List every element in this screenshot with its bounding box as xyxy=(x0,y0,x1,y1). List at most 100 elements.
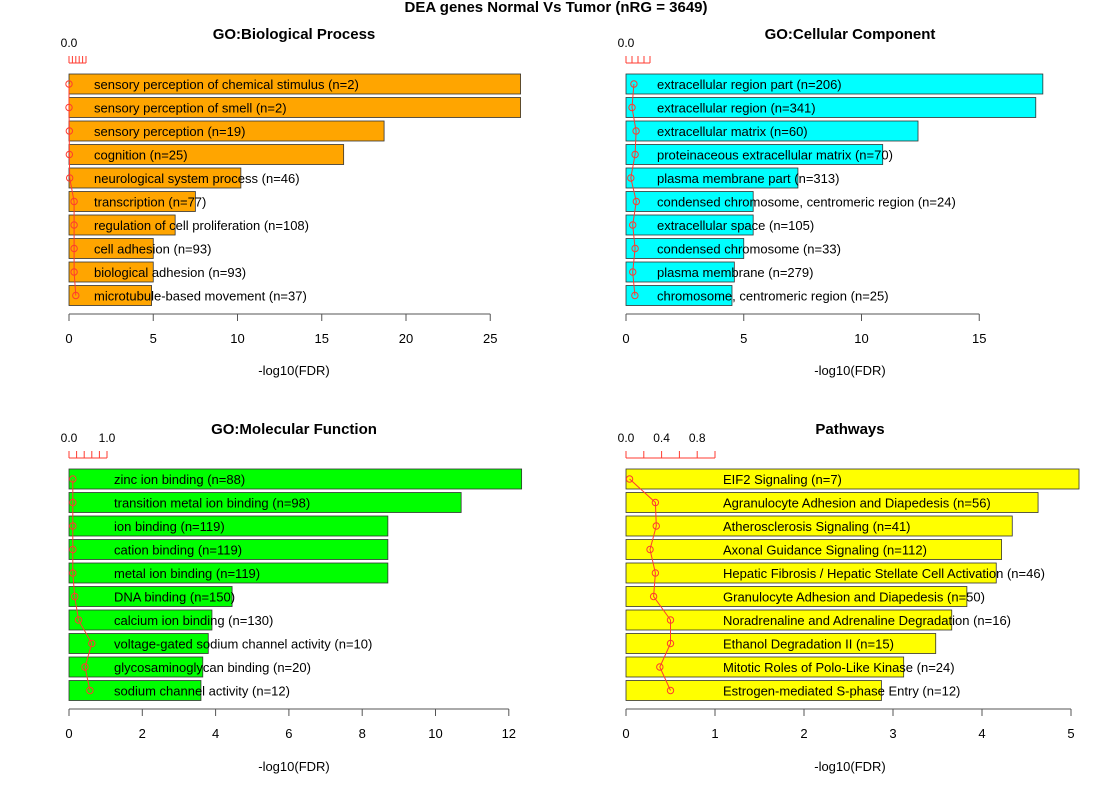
category-label: biological adhesion (n=93) xyxy=(94,265,246,280)
category-label: extracellular space (n=105) xyxy=(657,218,814,233)
secondary-line xyxy=(72,479,93,691)
category-label: glycosaminoglycan binding (n=20) xyxy=(114,660,311,675)
bars xyxy=(68,468,523,701)
bar xyxy=(68,562,389,584)
category-label: Noradrenaline and Adrenaline Degradation… xyxy=(723,613,1011,628)
bar xyxy=(625,238,745,259)
bar xyxy=(625,97,1037,118)
x-tick-label: 0 xyxy=(65,331,72,346)
bar xyxy=(625,285,733,306)
secondary-tick-label: 0.0 xyxy=(618,431,635,445)
bar xyxy=(68,285,152,306)
secondary-point xyxy=(81,663,89,671)
secondary-point xyxy=(72,291,80,300)
category-label: regulation of cell proliferation (n=108) xyxy=(94,218,309,233)
category-label: zinc ion binding (n=88) xyxy=(114,472,245,487)
panel-title: GO:Cellular Component xyxy=(765,26,936,43)
category-label: voltage-gated sodium channel activity (n… xyxy=(114,637,372,652)
category-label: sensory perception of chemical stimulus … xyxy=(94,77,359,92)
bar xyxy=(68,609,213,631)
bar xyxy=(625,214,754,236)
category-label: sensory perception of smell (n=2) xyxy=(94,101,287,116)
secondary-point xyxy=(649,592,658,601)
bar xyxy=(625,261,735,283)
secondary-point xyxy=(666,616,675,624)
bar xyxy=(625,492,1039,513)
main-title: DEA genes Normal Vs Tumor (nRG = 3649) xyxy=(405,0,708,16)
secondary-point xyxy=(71,592,79,601)
secondary-point xyxy=(70,221,78,229)
bar xyxy=(68,539,389,560)
x-tick-label: 10 xyxy=(230,331,244,346)
secondary-point xyxy=(666,639,675,648)
bar xyxy=(625,562,997,584)
x-tick-label: 0 xyxy=(622,331,629,346)
bar xyxy=(625,167,799,189)
secondary-point xyxy=(65,80,73,88)
bars xyxy=(68,73,521,306)
x-tick-label: 5 xyxy=(150,331,157,346)
secondary-point xyxy=(69,475,77,483)
category-label: sodium channel activity (n=12) xyxy=(114,684,290,699)
secondary-point xyxy=(625,475,634,483)
secondary-point xyxy=(65,150,74,159)
secondary-point xyxy=(630,80,638,88)
x-axis-label: -log10(FDR) xyxy=(258,363,330,378)
bar xyxy=(625,468,1080,490)
bar xyxy=(68,586,233,607)
x-tick-label: 15 xyxy=(972,331,986,346)
secondary-point xyxy=(70,244,78,253)
x-tick-label: 15 xyxy=(315,331,329,346)
bar xyxy=(625,656,905,678)
chart-panel-1: GO:Biological Process sensory perception … xyxy=(61,26,521,378)
category-label: EIF2 Signaling (n=7) xyxy=(723,472,842,487)
bar xyxy=(625,609,953,631)
secondary-point xyxy=(627,174,635,182)
secondary-point xyxy=(631,150,639,159)
category-label: extracellular region (n=341) xyxy=(657,101,816,116)
x-tick-label: 6 xyxy=(285,726,292,741)
x-axis-label: -log10(FDR) xyxy=(814,363,886,378)
x-axis-label: -log10(FDR) xyxy=(258,759,330,774)
category-label: Hepatic Fibrosis / Hepatic Stellate Cell… xyxy=(723,566,1045,581)
x-tick-label: 20 xyxy=(399,331,413,346)
bar xyxy=(68,680,202,701)
secondary-point xyxy=(629,268,637,276)
bar xyxy=(68,238,154,259)
bar xyxy=(68,515,389,537)
secondary-point xyxy=(69,498,77,507)
x-tick-label: 2 xyxy=(139,726,146,741)
category-label: Ethanol Degradation II (n=15) xyxy=(723,637,894,652)
x-tick-label: 10 xyxy=(854,331,868,346)
category-label: metal ion binding (n=119) xyxy=(114,566,260,581)
secondary-point xyxy=(632,197,641,206)
secondary-point xyxy=(70,268,78,276)
bar xyxy=(68,167,242,189)
secondary-point xyxy=(652,522,660,530)
category-label: Estrogen-mediated S-phase Entry (n=12) xyxy=(723,684,960,699)
secondary-point xyxy=(651,498,660,507)
category-label: extracellular region part (n=206) xyxy=(657,77,842,92)
bar xyxy=(68,191,196,212)
x-axis: 0 1 2 3 4 5 xyxy=(622,708,1075,741)
secondary-point xyxy=(646,545,654,554)
secondary-point xyxy=(628,103,636,112)
category-label: cell adhesion (n=93) xyxy=(94,242,211,257)
secondary-tick-label: 0.8 xyxy=(689,431,706,445)
x-tick-label: 4 xyxy=(978,726,985,741)
category-label: neurological system process (n=46) xyxy=(94,171,300,186)
secondary-point xyxy=(629,221,637,229)
secondary-line xyxy=(68,84,77,296)
bar xyxy=(68,492,462,513)
secondary-line xyxy=(630,83,637,296)
category-label: plasma membrane (n=279) xyxy=(657,265,813,280)
bar xyxy=(68,468,523,490)
category-label: ion binding (n=119) xyxy=(114,519,225,534)
x-axis: 0 2 4 6 8 10 12 xyxy=(65,708,516,741)
secondary-point xyxy=(65,174,74,182)
secondary-axis: 0.0 xyxy=(618,36,651,64)
secondary-point xyxy=(70,197,78,206)
category-labels: EIF2 Signaling (n=7) Agranulocyte Adhesio… xyxy=(723,472,1045,699)
category-label: calcium ion binding (n=130) xyxy=(114,613,273,628)
